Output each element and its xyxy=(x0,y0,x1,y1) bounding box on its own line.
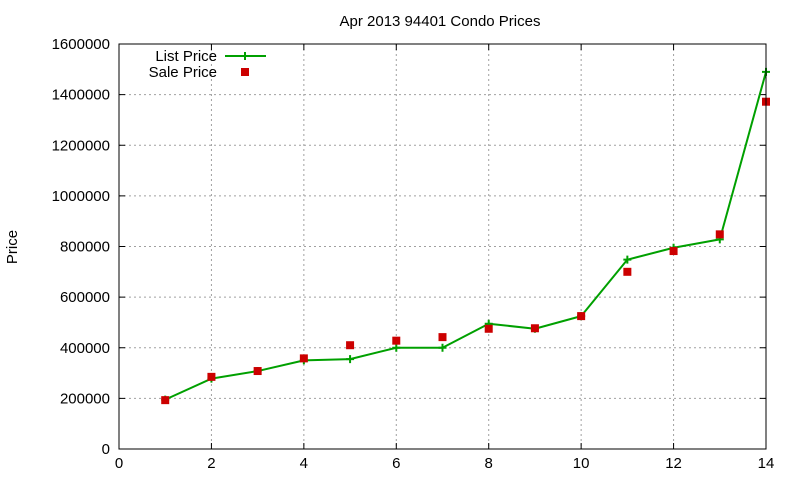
x-tick-label: 10 xyxy=(573,455,590,472)
data-point xyxy=(530,324,539,333)
series-0 xyxy=(161,67,770,404)
grid xyxy=(119,44,766,449)
series xyxy=(161,67,770,405)
x-tick-label: 14 xyxy=(758,455,775,472)
x-tick-label: 6 xyxy=(392,455,400,472)
x-tick-label: 2 xyxy=(207,455,215,472)
data-point xyxy=(623,255,632,264)
y-tick-label: 200000 xyxy=(60,390,110,407)
data-point xyxy=(392,336,401,345)
legend-label: Sale Price xyxy=(149,64,217,81)
y-tick-label: 1400000 xyxy=(52,87,110,104)
data-point xyxy=(299,354,308,363)
y-tick-label: 0 xyxy=(102,441,110,458)
x-tick-label: 8 xyxy=(485,455,493,472)
legend-swatch-marker xyxy=(241,52,249,60)
chart-title: Apr 2013 94401 Condo Prices xyxy=(340,13,541,30)
data-point xyxy=(392,343,401,352)
x-tick-label: 12 xyxy=(665,455,682,472)
legend-label: List Price xyxy=(155,48,217,65)
y-tick-label: 1000000 xyxy=(52,188,110,205)
data-point xyxy=(438,343,447,352)
data-point xyxy=(577,312,586,321)
data-point xyxy=(715,230,724,239)
x-tick-label: 0 xyxy=(115,455,123,472)
data-point xyxy=(207,372,216,381)
legend-swatch-marker xyxy=(241,68,249,76)
data-point xyxy=(346,355,355,364)
data-point xyxy=(253,367,262,376)
axis-ticks: 0 2 4 6 8 10 12 14 0 200000 400000 600000 800000 1000… xyxy=(52,36,775,472)
y-tick-label: 400000 xyxy=(60,340,110,357)
data-point xyxy=(346,341,355,350)
data-point xyxy=(161,396,170,405)
plot-frame xyxy=(118,43,767,450)
y-tick-label: 1600000 xyxy=(52,36,110,53)
y-axis-label: Price xyxy=(4,230,21,264)
x-tick-label: 4 xyxy=(300,455,308,472)
data-point xyxy=(484,324,493,333)
y-tick-label: 1200000 xyxy=(52,137,110,154)
y-tick-label: 600000 xyxy=(60,289,110,306)
y-tick-label: 800000 xyxy=(60,239,110,256)
series-1 xyxy=(161,97,770,405)
data-point xyxy=(438,333,447,342)
series-line xyxy=(164,71,767,401)
data-point xyxy=(623,267,632,276)
data-point xyxy=(669,247,678,256)
